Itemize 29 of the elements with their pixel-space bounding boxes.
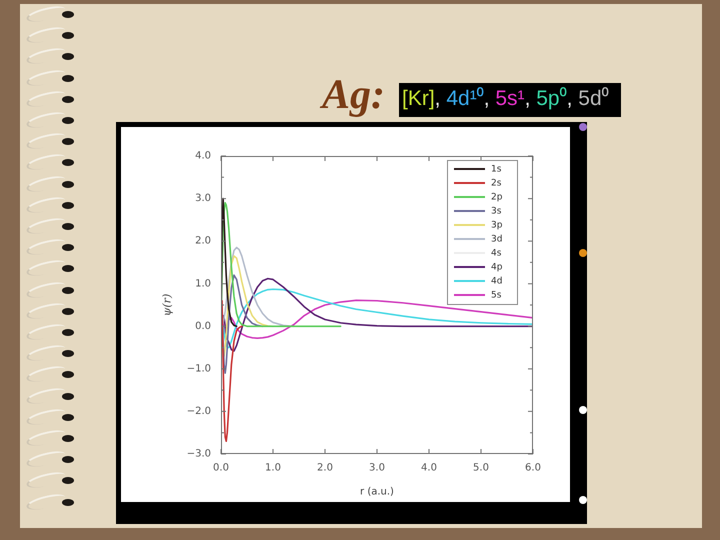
x-tick-label: 1.0	[265, 462, 281, 474]
legend-label: 2p	[491, 192, 503, 202]
y-axis-title: ψ(r)	[160, 294, 174, 316]
x-tick-label: 2.0	[317, 462, 333, 474]
y-tick-label: 2.0	[195, 236, 211, 247]
y-tick-label: 3.0	[195, 193, 211, 204]
legend-label: 1s	[491, 164, 502, 174]
y-tick-label: 0.0	[195, 320, 211, 332]
x-tick-label: 5.0	[473, 462, 489, 474]
y-tick-label: −3.0	[186, 448, 211, 460]
legend-label: 3p	[491, 220, 503, 230]
chart-title: Ag:	[322, 71, 385, 120]
y-tick-label: 1.0	[195, 278, 211, 290]
x-tick-label: 3.0	[369, 462, 385, 474]
text: [Kr], 4d¹⁰, 5s¹, 5p⁰, 5d⁰	[402, 87, 609, 110]
legend-label: 4s	[491, 248, 502, 258]
legend-label: 2s	[491, 178, 502, 188]
legend-label: 3d	[491, 234, 502, 244]
x-tick-label: 0.0	[213, 462, 229, 474]
y-tick-label: −1.0	[186, 363, 211, 374]
legend-label: 5s	[491, 290, 502, 300]
x-tick-label: 6.0	[525, 462, 541, 474]
legend-label: 4d	[491, 276, 502, 286]
x-tick-label: 4.0	[421, 462, 437, 474]
x-axis-title: r (a.u.)	[360, 486, 394, 498]
legend-label: 4p	[491, 262, 503, 272]
y-tick-label: 4.0	[195, 150, 211, 162]
legend-label: 3s	[491, 206, 502, 216]
y-tick-label: −2.0	[186, 406, 211, 418]
